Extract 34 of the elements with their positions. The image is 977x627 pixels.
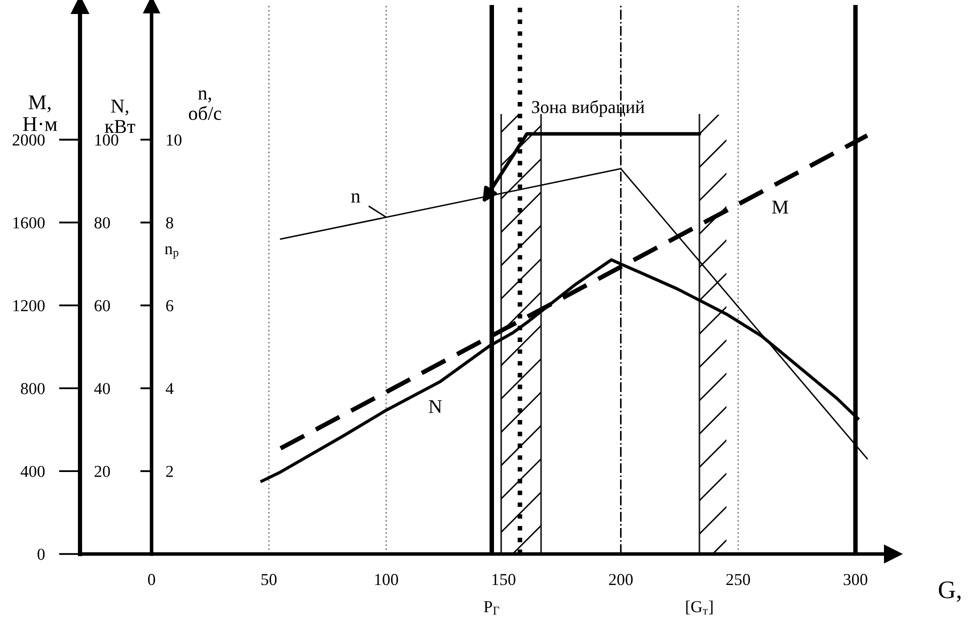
- y3-tick-label: 6: [166, 300, 174, 312]
- y-tick-label: 1200: [13, 300, 45, 312]
- x-tick-label: 250: [726, 574, 750, 586]
- y2-tick-label: 60: [94, 300, 110, 312]
- x-tick-label: 0: [148, 574, 156, 586]
- series-label: N: [428, 400, 442, 413]
- y3-tick-label: 4: [166, 383, 174, 394]
- y3-axis-title: n, об/с: [188, 90, 222, 120]
- y3-tick-label: 2: [166, 466, 173, 477]
- y2-tick-label: 100: [95, 134, 118, 146]
- x-tick-label: 300: [844, 574, 868, 586]
- series-label: M: [772, 200, 788, 214]
- y3-tick-label: 8: [166, 217, 174, 228]
- series-label: n: [351, 193, 360, 202]
- x-tick-label: 100: [375, 574, 398, 586]
- y2-axis-title: N, кВт: [104, 100, 136, 133]
- y2-tick-label: 80: [94, 217, 110, 228]
- x-axis-title: G,: [938, 581, 961, 602]
- y2-tick-label: 40: [94, 382, 110, 394]
- y3-tick-label: 10: [166, 134, 182, 146]
- band-label: [G$_{т}$]: [686, 600, 713, 614]
- y-axis-title: M, Н·м: [23, 95, 58, 131]
- y2-tick-label: 20: [94, 466, 110, 478]
- y-tick-label: 1600: [13, 217, 45, 228]
- x-tick-label: 150: [492, 574, 516, 586]
- y-tick-label: 400: [20, 466, 45, 478]
- y-tick-label: 800: [20, 382, 45, 394]
- x-tick-label: 50: [262, 574, 277, 586]
- annotation: Зона вибраций: [532, 100, 644, 117]
- x-tick-label: 200: [609, 574, 633, 586]
- y-tick-label: 2000: [12, 134, 45, 146]
- ref-line-label: P$_{Г}$: [484, 601, 500, 614]
- annotation: n$_{p}$: [164, 246, 178, 259]
- y-tick-label: 0: [38, 548, 45, 560]
